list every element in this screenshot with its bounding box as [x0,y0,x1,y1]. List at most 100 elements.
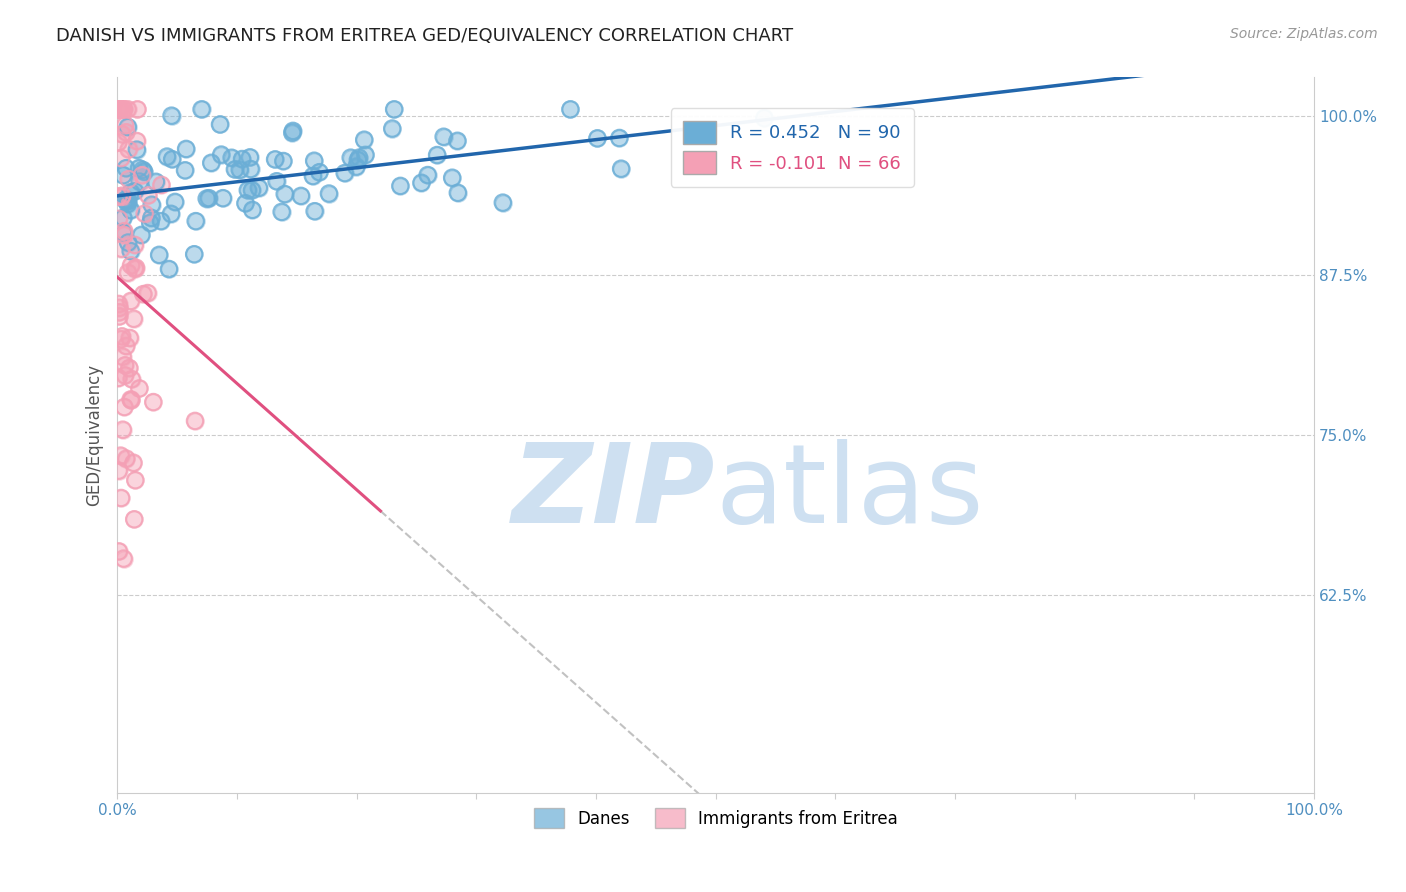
Point [128,161,150,176]
Point [184,414,207,428]
Point [110,190,132,204]
Point [107,189,129,203]
Point [228,162,250,177]
Point [107,103,129,117]
Point [433,129,456,144]
Point [266,174,288,188]
Point [281,124,304,138]
Point [211,191,233,205]
Point [127,103,149,117]
Point [270,205,292,219]
Point [110,332,132,346]
Point [754,111,776,125]
Point [273,187,295,202]
Point [117,172,139,186]
Point [110,190,132,204]
Point [290,189,312,203]
Point [150,214,173,228]
Point [110,332,132,346]
Point [107,211,129,226]
Point [281,126,304,140]
Point [224,162,246,177]
Point [128,382,150,396]
Point [174,163,197,178]
Point [128,175,150,189]
Point [107,544,129,558]
Point [389,178,412,193]
Point [108,310,131,324]
Point [107,103,129,117]
Point [333,166,356,180]
Point [107,189,129,203]
Point [124,473,146,487]
Point [145,175,167,189]
Point [264,153,287,167]
Point [302,153,325,168]
Point [131,227,153,242]
Point [221,151,243,165]
Point [117,197,139,211]
Point [131,168,153,182]
Point [163,194,186,209]
Point [112,224,135,238]
Point [236,183,259,197]
Point [114,118,136,132]
Point [112,211,135,225]
Point [247,181,270,195]
Point [290,189,312,203]
Point [108,103,131,117]
Point [117,103,139,117]
Point [236,183,259,197]
Point [107,464,129,478]
Point [128,161,150,176]
Point [124,473,146,487]
Point [114,193,136,207]
Point [111,329,134,343]
Point [610,161,633,176]
Point [208,118,231,132]
Point [586,131,609,145]
Point [112,226,135,240]
Point [110,242,132,256]
Point [183,247,205,261]
Point [281,126,304,140]
Point [560,103,582,117]
Point [125,260,148,275]
Point [115,339,138,353]
Point [115,193,138,207]
Point [110,491,132,505]
Point [108,301,131,315]
Point [114,368,136,383]
Point [211,191,233,205]
Point [117,143,139,157]
Point [354,148,377,162]
Point [354,148,377,162]
Point [120,392,142,407]
Point [117,120,139,134]
Point [120,393,142,408]
Point [125,143,148,157]
Point [118,331,141,345]
Point [120,186,142,200]
Point [346,153,368,167]
Point [264,153,287,167]
Point [302,153,325,168]
Point [150,178,173,192]
Point [446,134,468,148]
Point [132,287,155,301]
Point [344,160,367,174]
Point [426,148,449,162]
Point [148,248,170,262]
Point [610,161,633,176]
Point [308,165,330,179]
Point [120,203,142,218]
Point [134,164,156,178]
Point [134,206,156,220]
Point [174,142,197,156]
Point [121,372,143,386]
Point [114,118,136,132]
Text: atlas: atlas [716,439,984,546]
Point [112,168,135,182]
Y-axis label: GED/Equivalency: GED/Equivalency [86,364,103,506]
Point [426,148,449,162]
